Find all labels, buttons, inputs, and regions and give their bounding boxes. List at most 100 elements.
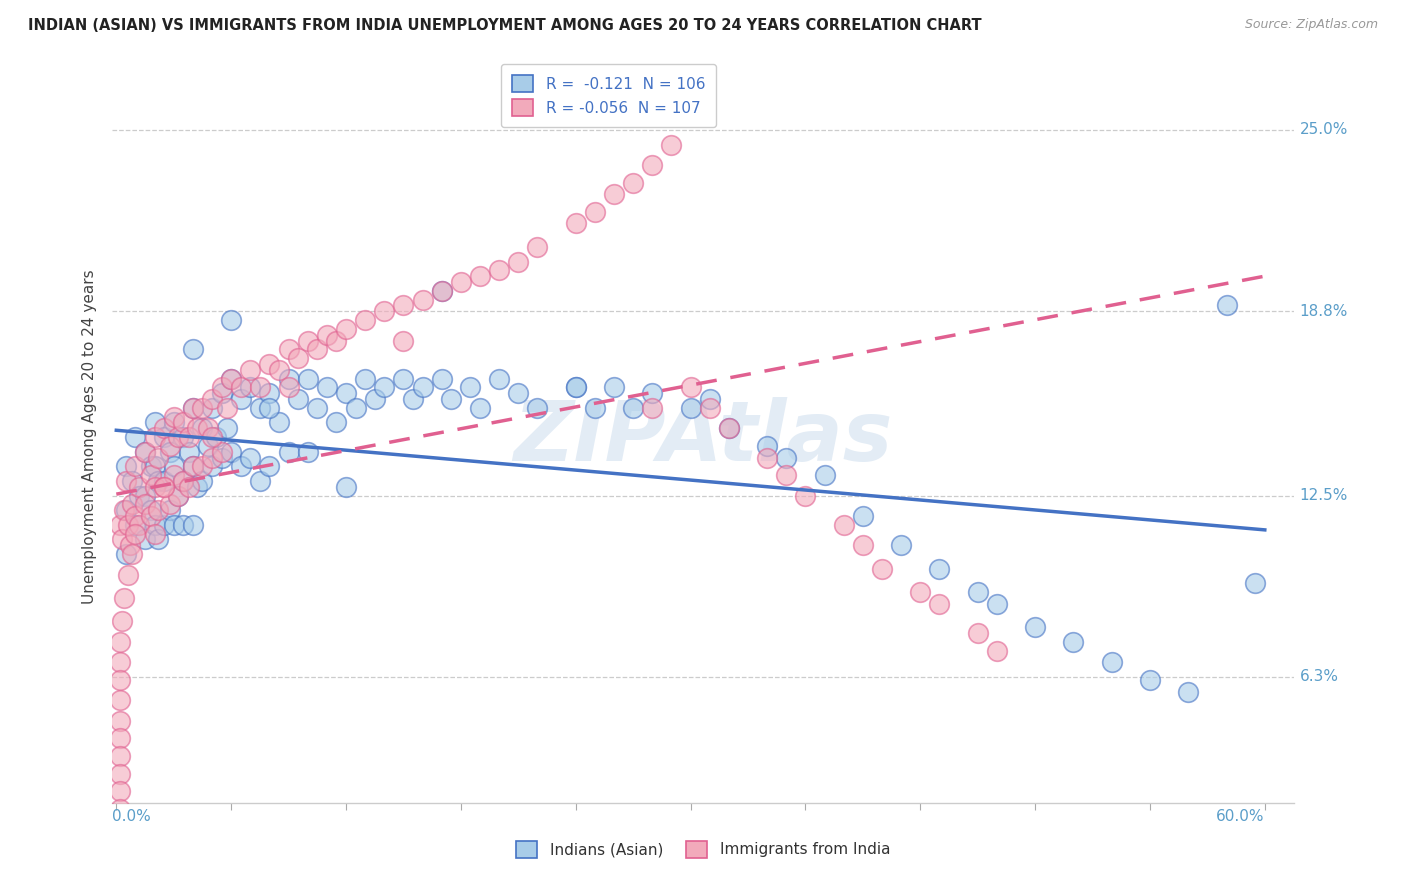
Point <box>143 480 166 494</box>
Point <box>159 497 181 511</box>
Point <box>287 351 309 365</box>
Point <box>307 343 329 357</box>
Point <box>153 430 176 444</box>
Point <box>564 217 586 231</box>
Point <box>172 430 194 444</box>
Point <box>583 401 606 415</box>
Point <box>412 293 434 307</box>
Point <box>364 392 387 406</box>
Point <box>108 635 131 649</box>
Point <box>756 439 779 453</box>
Point <box>134 444 156 458</box>
Point <box>1177 684 1199 698</box>
Point <box>325 334 347 348</box>
Point <box>166 489 188 503</box>
Point <box>239 380 262 394</box>
Point <box>124 459 146 474</box>
Point <box>166 489 188 503</box>
Point <box>219 313 242 327</box>
Point <box>621 176 644 190</box>
Legend: Indians (Asian), Immigrants from India: Indians (Asian), Immigrants from India <box>505 830 901 868</box>
Point <box>217 401 239 415</box>
Point <box>229 392 252 406</box>
Point <box>177 480 200 494</box>
Point <box>526 401 548 415</box>
Text: Source: ZipAtlas.com: Source: ZipAtlas.com <box>1244 18 1378 31</box>
Point <box>163 459 186 474</box>
Point <box>679 380 702 394</box>
Point <box>191 401 214 415</box>
Point <box>108 749 131 764</box>
Point <box>468 401 491 415</box>
Point <box>583 204 606 219</box>
Point <box>177 444 200 458</box>
Point <box>191 421 214 435</box>
Point <box>211 444 233 458</box>
Point <box>143 517 166 532</box>
Point <box>508 254 530 268</box>
Point <box>259 357 281 371</box>
Point <box>205 430 228 444</box>
Point <box>267 416 290 430</box>
Point <box>201 450 224 465</box>
Point <box>344 401 367 415</box>
Point <box>564 380 586 394</box>
Point <box>669 5 692 20</box>
Y-axis label: Unemployment Among Ages 20 to 24 years: Unemployment Among Ages 20 to 24 years <box>82 269 97 605</box>
Point <box>153 480 176 494</box>
Point <box>124 509 146 524</box>
Point <box>229 380 252 394</box>
Point <box>259 401 281 415</box>
Point <box>211 386 233 401</box>
Point <box>108 802 131 816</box>
Point <box>603 380 626 394</box>
Point <box>181 343 204 357</box>
Point <box>1024 620 1046 634</box>
Point <box>832 517 855 532</box>
Text: INDIAN (ASIAN) VS IMMIGRANTS FROM INDIA UNEMPLOYMENT AMONG AGES 20 TO 24 YEARS C: INDIAN (ASIAN) VS IMMIGRANTS FROM INDIA … <box>28 18 981 33</box>
Point <box>128 517 150 532</box>
Point <box>508 386 530 401</box>
Point <box>928 597 950 611</box>
Point <box>297 444 319 458</box>
Point <box>986 597 1008 611</box>
Point <box>852 538 875 552</box>
Point <box>191 474 214 488</box>
Point <box>1101 656 1123 670</box>
Point <box>201 459 224 474</box>
Point <box>181 517 204 532</box>
Point <box>717 421 740 435</box>
Point <box>143 526 166 541</box>
Point <box>121 497 143 511</box>
Point <box>775 468 797 483</box>
Point <box>139 468 162 483</box>
Point <box>259 386 281 401</box>
Point <box>813 468 835 483</box>
Point <box>159 439 181 453</box>
Point <box>153 421 176 435</box>
Point <box>121 547 143 561</box>
Point <box>166 430 188 444</box>
Point <box>621 401 644 415</box>
Point <box>335 322 357 336</box>
Point <box>1244 576 1267 591</box>
Point <box>201 401 224 415</box>
Point <box>108 517 131 532</box>
Point <box>139 503 162 517</box>
Point <box>641 401 664 415</box>
Point <box>128 480 150 494</box>
Point <box>115 547 138 561</box>
Point <box>134 533 156 547</box>
Point <box>392 334 415 348</box>
Point <box>128 489 150 503</box>
Point <box>163 517 186 532</box>
Point <box>181 459 204 474</box>
Point <box>148 533 170 547</box>
Text: 6.3%: 6.3% <box>1299 670 1339 684</box>
Text: 0.0%: 0.0% <box>112 809 152 823</box>
Point <box>249 380 271 394</box>
Point <box>159 444 181 458</box>
Point <box>641 158 664 172</box>
Point <box>108 784 131 798</box>
Point <box>679 401 702 415</box>
